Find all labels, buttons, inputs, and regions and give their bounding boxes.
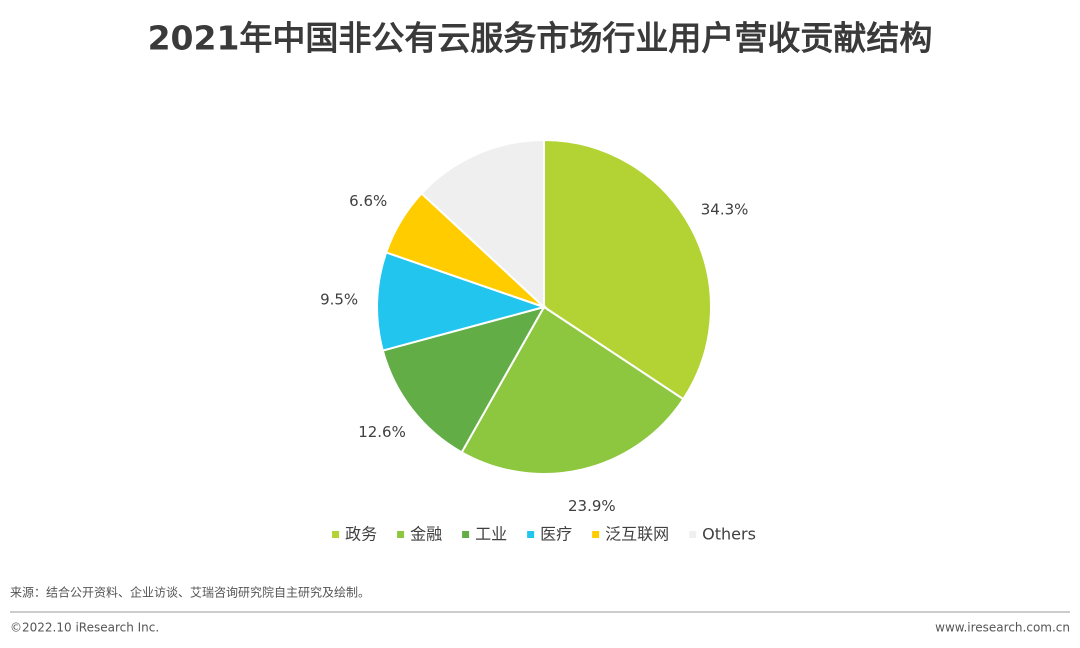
legend-label: 金融 — [410, 525, 442, 544]
pie-slice — [376, 251, 548, 352]
legend-label: Others — [702, 525, 756, 544]
pie-slice — [381, 305, 547, 454]
legend-swatch — [462, 531, 470, 538]
legend-swatch — [397, 531, 405, 538]
legend-swatch — [332, 531, 340, 538]
legend-label: 医疗 — [540, 525, 572, 544]
legend-swatch — [592, 531, 600, 538]
data-label: 34.3% — [701, 200, 749, 218]
legend-label: 工业 — [475, 525, 507, 544]
legend: 政务 金融 工业 医疗 泛互联网 Others — [332, 525, 756, 544]
legend-label: 泛互联网 — [605, 525, 669, 544]
legend-label: 政务 — [345, 525, 377, 544]
data-label: 23.9% — [568, 497, 616, 515]
legend-swatch — [527, 531, 535, 538]
pie-slice — [460, 305, 685, 475]
legend-swatch — [689, 531, 697, 538]
data-label: 6.6% — [349, 192, 387, 210]
data-label: 9.5% — [320, 290, 358, 308]
footer-right: www.iresearch.com.cn — [935, 621, 1070, 635]
pie-slice — [420, 138, 545, 310]
data-label: 12.6% — [358, 423, 406, 441]
source-note: 来源：结合公开资料、企业访谈、艾瑞咨询研究院自主研究及绘制。 — [10, 585, 370, 600]
chart-title: 2021年中国非公有云服务市场行业用户营收贡献结构 — [148, 19, 933, 58]
footer-left: ©2022.10 iResearch Inc. — [10, 621, 159, 635]
